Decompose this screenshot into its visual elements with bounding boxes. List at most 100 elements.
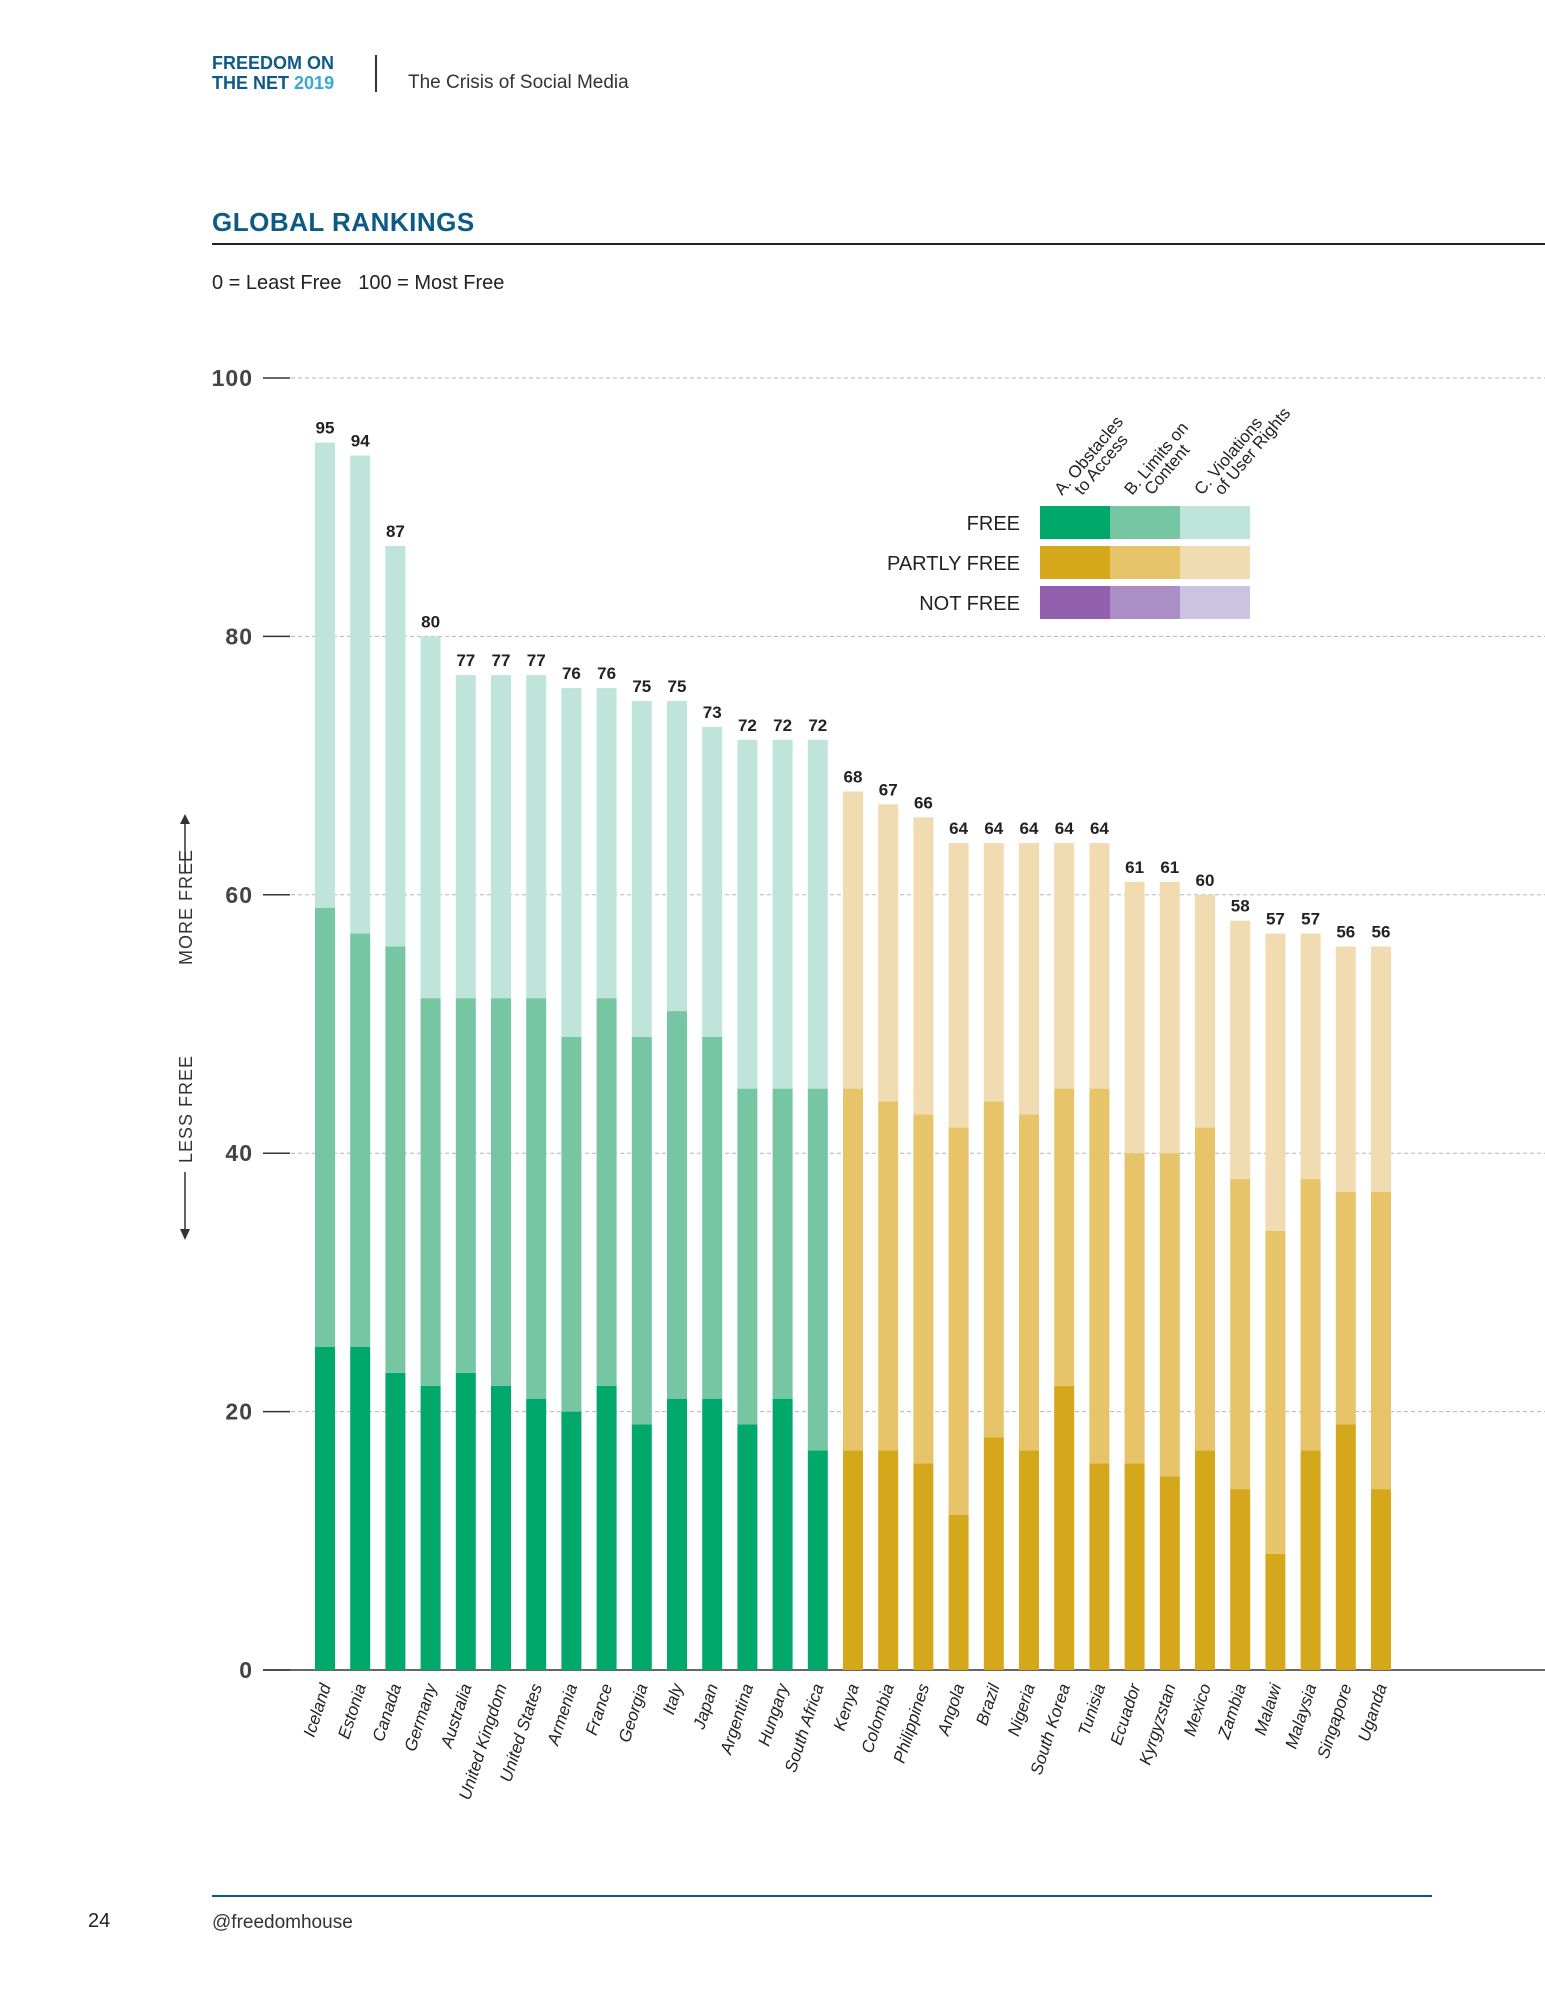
bar-segment [1089,843,1110,1089]
bar-segment [631,701,652,1037]
data-label: 95 [316,419,335,438]
bar-segment [772,739,793,1089]
x-tick-label: Kyrgyzstan [1136,1681,1180,1767]
x-tick-label: Angola [934,1681,969,1738]
bar-segment [350,455,371,934]
header-divider [375,55,377,92]
bar-segment [983,1437,1004,1670]
bar-segment [1265,1230,1286,1554]
bar-segment [843,1088,863,1451]
bar-segment [491,998,511,1386]
data-label: 68 [844,767,863,786]
data-label: 61 [1160,858,1179,877]
bar-segment [420,636,441,999]
bar-segment [948,843,969,1128]
more-free-label: MORE FREE [176,849,196,965]
x-tick-label: Ecuador [1107,1680,1145,1747]
bar-segment [1371,946,1391,1192]
x-tick-label: Georgia [615,1681,652,1744]
bar-segment [420,998,441,1386]
bar-segment [385,1372,406,1670]
arrow-down-head [180,1229,190,1240]
bar-segment [420,1385,441,1670]
header-title: The Crisis of Social Media [408,72,629,93]
bar-segment [737,739,758,1089]
bar-segment [385,545,406,947]
bar-segment [1089,1088,1110,1464]
bar-segment [913,1463,934,1670]
brand-logo: FREEDOM ON THE NET 2019 [212,53,334,93]
bar-segment [1195,1127,1215,1451]
data-label: 77 [456,651,475,670]
data-label: 75 [632,677,651,696]
bar-segment [455,1372,476,1670]
x-tick-label: Tunisia [1075,1681,1110,1738]
footer-rule [212,1895,1432,1897]
bar-segment [702,1036,723,1399]
bar-segment [807,1450,828,1670]
global-rankings-chart: 0 20 40 60 80 100 MORE FREE LESS FREE FREE PARTLY… [176,365,1545,1802]
x-tick-label: Canada [369,1681,405,1744]
bar-segment [1230,1489,1251,1670]
bar-segment [561,1411,582,1670]
bar-segment [1300,1450,1321,1670]
bar-segment [667,1011,687,1399]
data-label: 60 [1196,871,1215,890]
bar-segment [455,675,476,999]
legend-swatch [1040,586,1110,619]
data-label: 77 [492,651,511,670]
bar-segment [631,1424,652,1670]
x-tick-label: Singapore [1314,1681,1356,1761]
bar-segment [596,1385,617,1670]
brand-line-2-text: THE NET [212,73,290,93]
bar-segment [1335,1424,1356,1670]
x-tick-label: Nigeria [1004,1681,1039,1738]
data-label: 64 [1055,819,1074,838]
data-label: 94 [351,432,370,451]
legend-swatch [1110,506,1180,539]
data-label: 67 [879,780,898,799]
data-label: 73 [703,703,722,722]
y-tick-label: 60 [225,882,253,908]
data-label: 61 [1125,858,1144,877]
bar-segment [1019,1450,1039,1670]
bar-segment [878,1101,899,1451]
bar-segment [1230,920,1251,1180]
y-tick-label: 20 [225,1399,253,1425]
legend-swatch [1110,546,1180,579]
bar-segment [1371,1191,1391,1490]
x-tick-label: Japan [689,1681,722,1732]
data-label: 64 [984,819,1003,838]
brand-line-2: THE NET 2019 [212,73,334,93]
x-tick-label: Uganda [1354,1681,1390,1744]
bar-segment [1195,894,1215,1128]
bar-segment [702,726,723,1037]
bar-segment [315,442,335,908]
bar-segment [772,1398,793,1670]
data-label: 56 [1336,922,1355,941]
bar-segment [1159,1153,1180,1477]
legend-row-label: NOT FREE [919,593,1020,615]
x-tick-label: Philippines [890,1681,934,1766]
bar-segment [737,1088,758,1425]
brand-line-1: FREEDOM ON [212,53,335,73]
data-label: 56 [1372,922,1391,941]
section-title: GLOBAL RANKINGS [212,207,475,237]
bar-segment [596,998,617,1386]
legend-swatch [1040,546,1110,579]
bar-segment [667,701,687,1012]
bar-segment [526,998,547,1399]
brand-year: 2019 [294,73,335,93]
bar-segment [843,1450,863,1670]
x-tick-label: Malaysia [1282,1681,1321,1751]
data-label: 64 [949,819,968,838]
x-tick-label: Brazil [972,1680,1004,1727]
x-tick-label: Argentina [716,1681,757,1757]
data-label: 77 [527,651,546,670]
bar-segment [491,1385,511,1670]
y-tick-label: 0 [239,1657,253,1683]
x-tick-label: Malawi [1251,1680,1286,1737]
y-tick-label: 40 [225,1140,253,1166]
data-label: 72 [773,716,792,735]
bar-segment [350,933,371,1347]
